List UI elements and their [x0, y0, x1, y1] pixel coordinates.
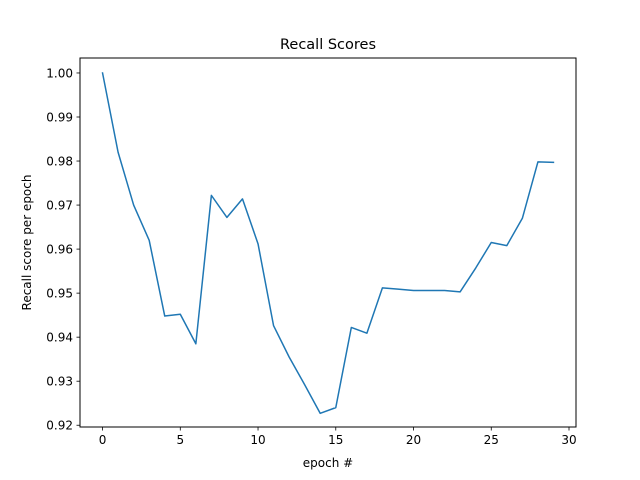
data-point — [319, 413, 321, 415]
data-point — [366, 332, 368, 334]
data-point — [304, 384, 306, 386]
y-tick-label: 0.92 — [46, 419, 73, 433]
x-tick-label: 10 — [250, 433, 265, 447]
x-tick-label: 0 — [99, 433, 107, 447]
data-point — [288, 356, 290, 358]
data-point — [553, 162, 555, 164]
x-tick-label: 5 — [176, 433, 184, 447]
data-point — [180, 314, 182, 316]
data-point — [491, 242, 493, 244]
y-tick-label: 0.95 — [46, 286, 73, 300]
data-point — [102, 72, 104, 74]
data-point — [382, 287, 384, 289]
data-point — [351, 327, 353, 329]
data-point — [335, 407, 337, 409]
y-tick-label: 0.94 — [46, 330, 73, 344]
x-axis-label: epoch # — [303, 456, 353, 470]
data-point — [195, 343, 197, 345]
data-point — [148, 240, 150, 242]
y-tick-label: 0.97 — [46, 198, 73, 212]
y-tick-label: 0.96 — [46, 242, 73, 256]
data-point — [117, 151, 119, 153]
x-tick-label: 15 — [328, 433, 343, 447]
y-tick-label: 0.98 — [46, 154, 73, 168]
plot-area — [101, 72, 555, 415]
data-point — [537, 161, 539, 163]
x-axis-ticks: 0 5 10 15 20 25 30 — [99, 427, 577, 447]
x-tick-label: 20 — [406, 433, 421, 447]
data-point — [164, 315, 166, 317]
data-point — [522, 218, 524, 220]
data-point — [444, 290, 446, 292]
y-axis-ticks: 0.92 0.93 0.94 0.95 0.96 0.97 0.98 0.99 1.00 — [46, 66, 80, 433]
y-axis-label: Recall score per epoch — [20, 175, 34, 311]
data-point — [413, 290, 415, 292]
series-line-0 — [101, 72, 555, 415]
data-point — [428, 290, 430, 292]
x-tick-label: 25 — [484, 433, 499, 447]
data-point — [257, 243, 259, 245]
x-tick-label: 30 — [561, 433, 576, 447]
y-tick-label: 1.00 — [46, 66, 73, 80]
chart-title: Recall Scores — [280, 37, 376, 53]
y-tick-label: 0.93 — [46, 375, 73, 389]
data-point — [133, 204, 135, 206]
data-point — [397, 288, 399, 290]
data-point — [506, 245, 508, 247]
data-point — [273, 325, 275, 327]
data-point — [475, 267, 477, 269]
data-point — [226, 217, 228, 219]
data-point — [211, 195, 213, 197]
data-point — [459, 291, 461, 293]
axes-frame — [79, 57, 577, 428]
data-point — [242, 198, 244, 200]
y-tick-label: 0.99 — [46, 110, 73, 124]
